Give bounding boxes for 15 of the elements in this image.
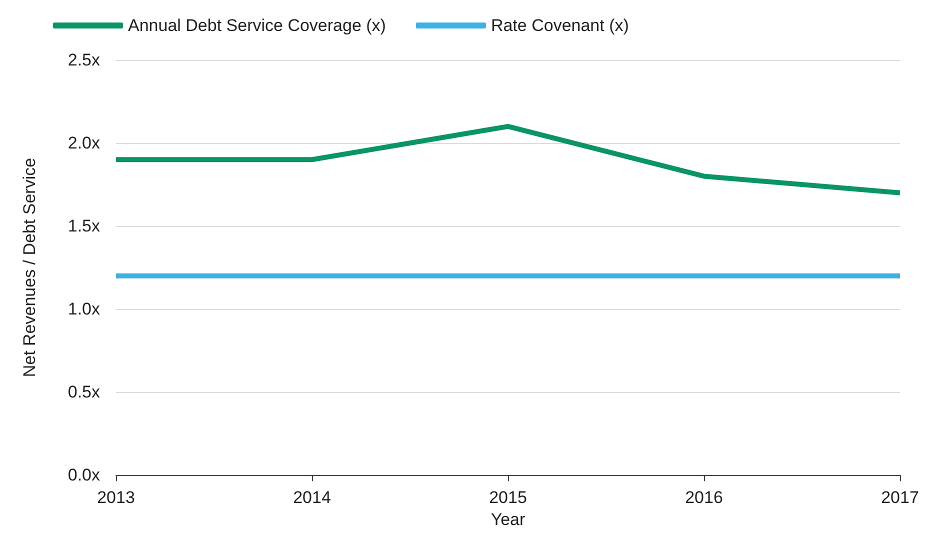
y-tick-label: 2.5x	[68, 50, 100, 70]
y-tick-label: 0.5x	[68, 382, 100, 402]
x-tick-label: 2017	[881, 488, 919, 508]
y-tick-label: 2.0x	[68, 134, 100, 153]
legend-label: Rate Covenant (x)	[490, 16, 629, 35]
y-tick-label: 1.5x	[68, 216, 100, 236]
x-tick-label: 2016	[685, 488, 723, 508]
x-tick-label: 2013	[97, 488, 135, 508]
legend-label: Annual Debt Service Coverage (x)	[128, 16, 386, 35]
y-tick-label: 1.0x	[68, 300, 100, 319]
x-tick-label: 2014	[293, 488, 331, 508]
x-axis-title: Year	[490, 510, 526, 529]
y-tick-label: 0.0x	[68, 466, 100, 485]
x-tick-label: 2015	[489, 488, 527, 508]
y-axis-title: Net Revenues / Debt Service	[20, 158, 39, 378]
